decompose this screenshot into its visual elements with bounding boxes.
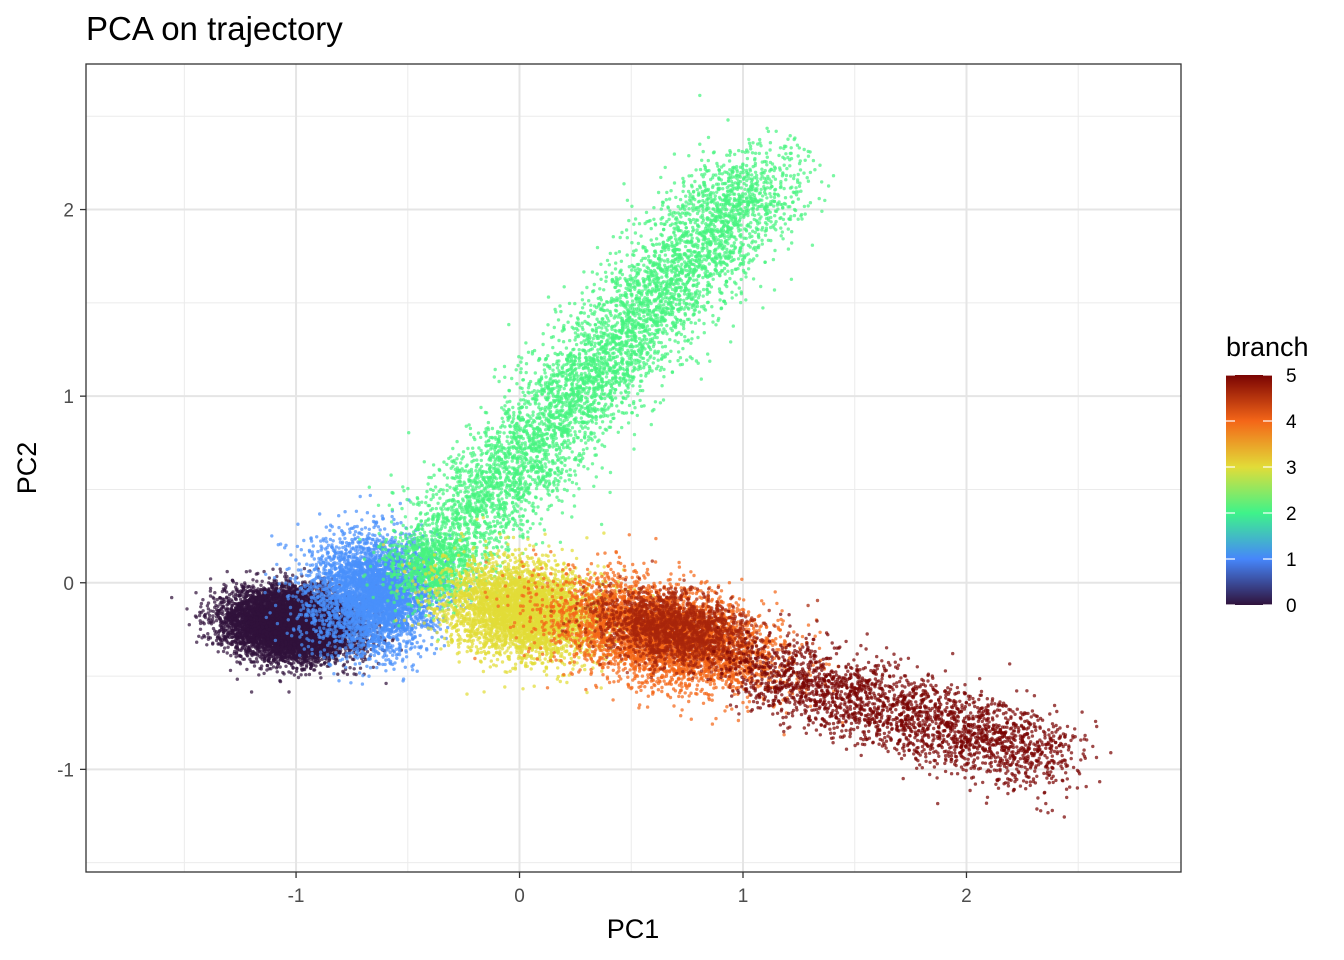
data-point [300, 661, 304, 665]
data-point [213, 600, 217, 604]
data-point [278, 567, 282, 571]
data-point [259, 583, 263, 587]
data-point [271, 567, 275, 571]
data-point [208, 594, 213, 598]
data-point [214, 618, 219, 623]
data-point [291, 573, 295, 577]
data-point [352, 667, 356, 671]
data-point [262, 671, 266, 676]
data-point [319, 663, 323, 667]
data-point [249, 690, 254, 694]
data-points [170, 93, 1113, 819]
data-point [216, 650, 220, 654]
data-point [198, 619, 202, 623]
data-point [225, 569, 229, 574]
data-point [251, 578, 255, 582]
data-point [244, 570, 249, 574]
data-point [345, 672, 350, 677]
data-point [205, 643, 209, 647]
data-point [211, 626, 216, 631]
data-point [228, 668, 233, 673]
data-point [342, 671, 346, 675]
data-point [198, 621, 203, 626]
data-point [211, 642, 215, 646]
data-point [206, 632, 210, 636]
data-point [304, 673, 308, 677]
data-point [170, 595, 174, 600]
data-point [234, 655, 238, 659]
chart-title: PCA on trajectory [86, 10, 343, 47]
data-point [384, 681, 388, 686]
data-point [286, 658, 290, 662]
data-point [257, 673, 261, 677]
data-point [221, 649, 226, 654]
data-point [229, 653, 233, 658]
data-point [199, 601, 204, 606]
data-point [211, 614, 215, 618]
data-point [255, 579, 259, 583]
data-point [278, 679, 283, 684]
data-point [292, 673, 297, 677]
data-point [206, 637, 211, 641]
data-point [235, 589, 239, 593]
data-point [187, 623, 191, 627]
data-point [309, 666, 313, 671]
data-point [248, 569, 252, 573]
data-point [319, 676, 323, 680]
data-point [198, 627, 203, 631]
data-point [275, 670, 279, 674]
data-point [296, 675, 301, 680]
data-point [194, 615, 199, 619]
data-point [284, 664, 288, 668]
data-point [234, 581, 239, 586]
data-point [245, 667, 249, 672]
data-point [254, 657, 259, 661]
data-point [202, 622, 206, 626]
data-point [197, 613, 202, 618]
data-point [287, 690, 291, 694]
data-point [322, 662, 326, 666]
data-point [234, 651, 239, 656]
